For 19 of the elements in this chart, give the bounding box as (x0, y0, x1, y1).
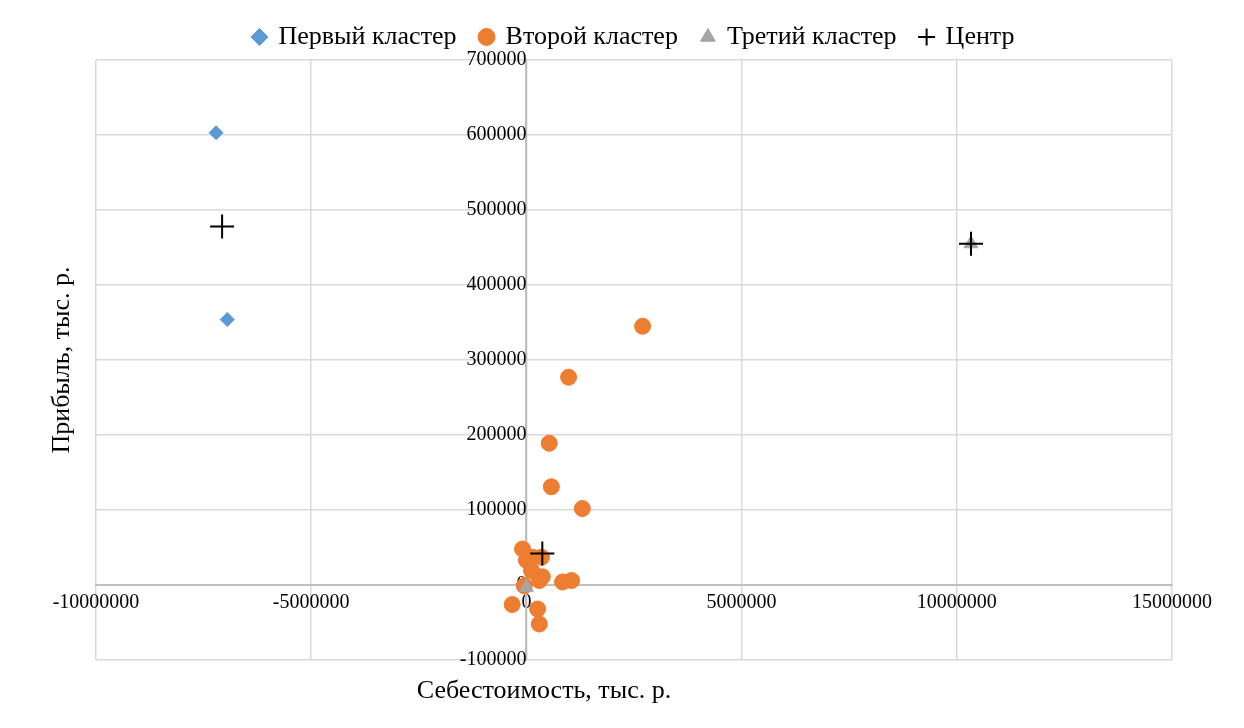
x-tick-label: 5000000 (706, 590, 777, 613)
y-tick-label: 700000 (466, 47, 527, 70)
x-tick-label: 15000000 (1132, 590, 1212, 613)
legend-label: Третий кластер (726, 20, 897, 50)
legend-label: Первый кластер (278, 20, 457, 50)
x-tick-label: -10000000 (52, 590, 140, 613)
y-axis-title: Прибыль, тыс. р. (45, 266, 75, 454)
legend-label: Второй кластер (505, 20, 678, 50)
y-tick-label: 100000 (466, 497, 527, 520)
y-tick-label: 400000 (466, 272, 527, 295)
y-tick-label: 600000 (466, 122, 527, 145)
y-tick-label: 300000 (466, 347, 527, 370)
x-tick-label: -5000000 (272, 590, 350, 613)
x-tick-label: 10000000 (916, 590, 997, 613)
y-tick-label: 500000 (466, 197, 527, 220)
x-axis-title: Себестоимость, тыс. р. (416, 674, 672, 704)
y-tick-label: -100000 (459, 647, 527, 670)
y-tick-label: 200000 (466, 422, 527, 445)
legend-label: Центр (945, 20, 1015, 50)
